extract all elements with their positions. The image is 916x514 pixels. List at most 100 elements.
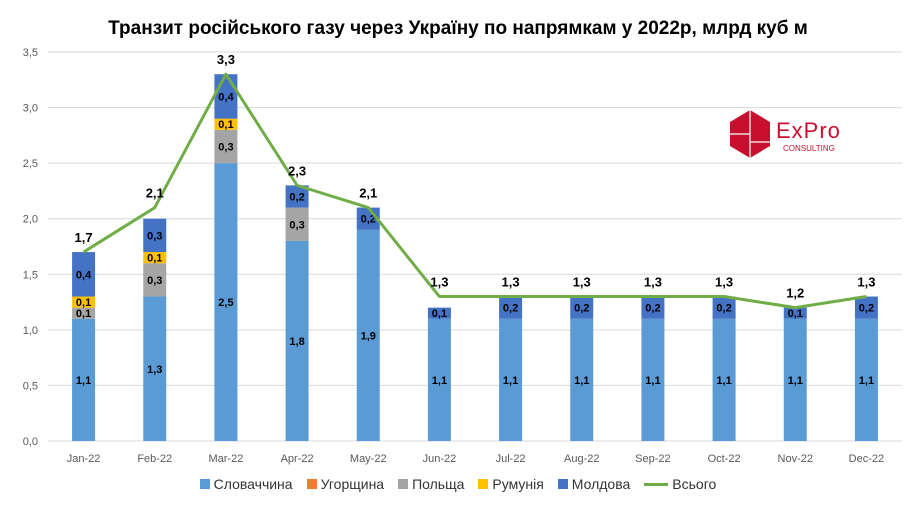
legend-item: Словаччина: [199, 476, 293, 492]
logo-hexagon-icon: [730, 110, 770, 158]
data-label: 0,2: [289, 191, 304, 203]
bar-segment: [143, 296, 167, 441]
y-tick-label: 1,0: [23, 325, 38, 337]
y-tick-label: 2,0: [23, 214, 38, 226]
data-label: 0,2: [859, 303, 874, 315]
data-label: 1,3: [147, 364, 162, 376]
x-tick-label: Feb-22: [137, 453, 172, 465]
x-tick-label: Jul-22: [496, 453, 526, 465]
bar-segment: [214, 118, 238, 130]
data-label: 2,5: [218, 297, 233, 309]
legend-label: Молдова: [571, 476, 631, 492]
x-tick-label: Aug-22: [564, 453, 599, 465]
data-label: 1,1: [76, 375, 91, 387]
legend-label: Словаччина: [213, 476, 293, 492]
legend-swatch: [557, 479, 568, 489]
y-tick-label: 0,0: [23, 436, 38, 448]
total-label: 1,3: [502, 275, 520, 290]
bar-segment: [285, 185, 309, 208]
x-tick-label: Mar-22: [208, 453, 243, 465]
data-label: 0,2: [716, 303, 731, 315]
chart-title: Транзит російського газу через Україну п…: [108, 18, 808, 39]
bar-segment: [143, 263, 167, 297]
bar-segment: [72, 296, 96, 308]
legend-swatch: [199, 479, 210, 489]
y-tick-label: 3,5: [23, 47, 38, 59]
bar-segment: [72, 307, 96, 319]
legend-item: Всього: [644, 476, 716, 492]
data-label: 0,2: [503, 303, 518, 315]
expro-logo: ExPro CONSULTING: [726, 108, 886, 164]
data-label: 1,1: [859, 375, 874, 387]
bar-segment: [356, 229, 380, 441]
data-label: 0,4: [76, 269, 92, 281]
legend-item: Молдова: [557, 476, 631, 492]
data-label: 1,1: [645, 375, 660, 387]
data-label: 1,8: [289, 336, 304, 348]
total-label: 1,7: [75, 230, 93, 245]
data-label: 1,1: [716, 375, 731, 387]
legend-swatch: [398, 479, 409, 489]
data-label: 0,1: [432, 308, 447, 320]
bar-segment: [285, 240, 309, 441]
total-label: 1,3: [430, 275, 448, 290]
legend-label: Всього: [672, 476, 717, 492]
x-tick-label: Sep-22: [635, 453, 670, 465]
x-tick-label: Oct-22: [708, 453, 741, 465]
total-label: 1,3: [857, 275, 875, 290]
total-label: 1,3: [715, 275, 733, 290]
data-label: 1,1: [503, 375, 518, 387]
y-tick-label: 1,5: [23, 269, 38, 281]
x-tick-label: Jun-22: [423, 453, 457, 465]
data-label: 1,1: [574, 375, 589, 387]
data-label: 0,1: [76, 297, 91, 309]
data-label: 0,2: [574, 303, 589, 315]
bar-segment: [854, 318, 878, 441]
data-label: 0,4: [218, 91, 234, 103]
bar-segment: [783, 318, 807, 441]
bar-segment: [499, 318, 523, 441]
bar-segment: [214, 129, 238, 164]
data-label: 0,1: [788, 308, 803, 320]
bar-segment: [712, 296, 736, 319]
bar-segment: [72, 252, 96, 297]
x-tick-label: Jan-22: [67, 453, 101, 465]
legend-label: Угорщина: [320, 476, 385, 492]
bar-segment: [854, 296, 878, 319]
y-tick-label: 3,0: [23, 103, 38, 115]
total-label: 1,2: [786, 286, 804, 301]
y-tick-label: 0,5: [23, 380, 38, 392]
total-label: 2,1: [359, 186, 377, 201]
bar-segment: [499, 296, 523, 319]
legend-swatch: [478, 479, 489, 489]
bar-segment: [143, 218, 167, 253]
data-label: 0,3: [218, 141, 233, 153]
legend: Словаччина Угорщина Польща Румунія Молдо…: [0, 476, 916, 492]
bar-segment: [427, 318, 451, 441]
data-label: 0,2: [361, 214, 376, 226]
bar-segment: [570, 296, 594, 319]
x-tick-label: May-22: [350, 453, 387, 465]
data-label: 0,1: [147, 253, 162, 265]
y-tick-label: 2,5: [23, 158, 38, 170]
data-label: 0,1: [218, 119, 233, 131]
total-label: 1,3: [573, 275, 591, 290]
data-label: 0,1: [76, 308, 91, 320]
data-label: 0,3: [147, 275, 162, 287]
total-label: 1,3: [644, 275, 662, 290]
bar-segment: [783, 307, 807, 319]
logo-subtext: CONSULTING: [783, 144, 835, 153]
x-tick-label: Apr-22: [281, 453, 314, 465]
data-label: 1,1: [432, 375, 447, 387]
legend-line: [644, 482, 669, 486]
x-tick-label: Dec-22: [849, 453, 884, 465]
bar-segment: [72, 318, 96, 441]
x-tick-label: Nov-22: [778, 453, 813, 465]
legend-label: Румунія: [492, 476, 544, 492]
total-label: 2,3: [288, 163, 306, 178]
legend-item: Польща: [398, 476, 464, 492]
data-label: 1,1: [788, 375, 803, 387]
legend-label: Польща: [412, 476, 465, 492]
data-label: 0,3: [147, 230, 162, 242]
